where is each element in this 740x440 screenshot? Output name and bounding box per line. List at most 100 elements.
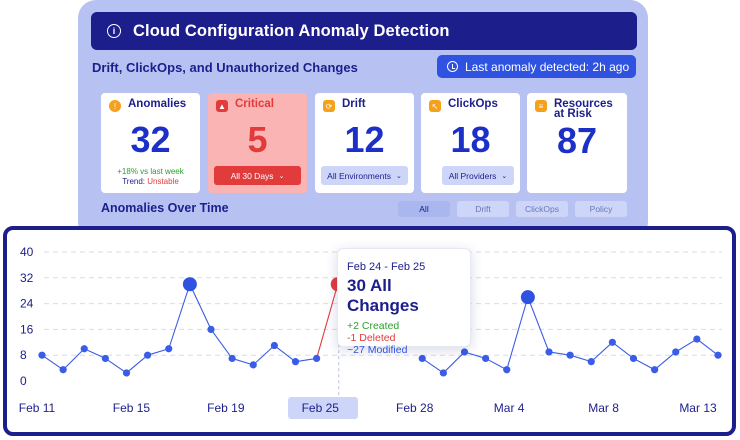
data-point bbox=[101, 354, 109, 363]
filter-all[interactable]: All bbox=[398, 201, 450, 217]
y-tick-label: 16 bbox=[20, 322, 34, 336]
cursor-icon: ↖ bbox=[429, 100, 441, 112]
highlight-point bbox=[182, 277, 197, 292]
environment-dropdown[interactable]: All Environments ⌄ bbox=[321, 166, 408, 185]
series-segment bbox=[464, 351, 486, 359]
data-point bbox=[460, 348, 469, 356]
data-point bbox=[228, 354, 236, 363]
warning-triangle-icon: ▲ bbox=[216, 100, 228, 112]
provider-dropdown[interactable]: All Providers ⌄ bbox=[442, 166, 514, 185]
database-icon: ≡ bbox=[535, 100, 547, 112]
chevron-down-icon: ⌄ bbox=[501, 172, 508, 180]
data-point bbox=[418, 354, 426, 363]
data-point bbox=[249, 361, 257, 369]
section-title: Anomalies Over Time bbox=[101, 201, 229, 215]
page-title: Cloud Configuration Anomaly Detection bbox=[133, 21, 450, 40]
series-segment bbox=[506, 296, 529, 370]
card-value: 18 bbox=[450, 119, 491, 160]
data-point bbox=[629, 354, 638, 363]
tooltip-modified: ~27 Modified bbox=[347, 344, 408, 356]
filter-policy[interactable]: Policy bbox=[575, 201, 627, 217]
trend-change: +18% vs last week bbox=[117, 167, 184, 176]
series-segment bbox=[62, 348, 85, 371]
trend-info: +18% vs last week Trend: Unstable bbox=[101, 167, 200, 187]
period-dropdown[interactable]: All 30 Days ⌄ bbox=[214, 166, 301, 185]
series-segment bbox=[675, 338, 698, 353]
chart-tooltip: Feb 24 - Feb 25 30 All Changes +2 Create… bbox=[337, 248, 471, 356]
filter-drift[interactable]: Drift bbox=[457, 201, 509, 217]
series-segment bbox=[252, 345, 275, 366]
filter-clickops[interactable]: ClickOps bbox=[516, 201, 568, 217]
card-drift[interactable]: ⟳ Drift 12 All Environments ⌄ bbox=[315, 93, 414, 193]
series-segment bbox=[696, 338, 719, 356]
refresh-icon: ⟳ bbox=[323, 100, 335, 112]
card-resources-at-risk[interactable]: ≡ Resources at Risk 87 bbox=[527, 93, 627, 193]
card-label-line1: Resources bbox=[554, 98, 613, 110]
x-tick-label: Feb 25 bbox=[302, 401, 340, 415]
card-value: 12 bbox=[344, 119, 385, 160]
dropdown-label: All Environments bbox=[327, 170, 391, 181]
card-anomalies[interactable]: ! Anomalies 32 +18% vs last week Trend: … bbox=[101, 93, 200, 193]
x-tick-label: Mar 13 bbox=[679, 401, 717, 415]
series-segment bbox=[168, 284, 191, 349]
data-point bbox=[80, 345, 88, 353]
tooltip-created: +2 Created bbox=[347, 320, 400, 332]
card-value: 5 bbox=[247, 119, 268, 160]
tooltip-date: Feb 24 - Feb 25 bbox=[347, 261, 426, 273]
series-segment bbox=[274, 345, 296, 363]
series-segment bbox=[527, 296, 550, 353]
y-tick-label: 40 bbox=[20, 245, 34, 259]
data-point bbox=[693, 335, 701, 343]
trend-label: Trend: bbox=[122, 177, 148, 186]
series-segment bbox=[210, 329, 233, 359]
trend-value: Unstable bbox=[147, 177, 179, 186]
series-segment bbox=[189, 284, 212, 330]
data-point bbox=[608, 338, 616, 346]
info-icon[interactable]: i bbox=[107, 24, 121, 38]
series-segment bbox=[654, 351, 677, 371]
card-value: 32 bbox=[130, 119, 171, 160]
series-segment bbox=[612, 341, 634, 359]
data-point bbox=[566, 351, 574, 359]
clock-icon bbox=[447, 61, 458, 72]
data-point bbox=[38, 351, 46, 359]
dropdown-label: All 30 Days bbox=[230, 170, 274, 181]
data-point bbox=[651, 366, 659, 374]
series-segment bbox=[84, 348, 106, 359]
data-point bbox=[672, 348, 680, 356]
last-anomaly-text: Last anomaly detected: 2h ago bbox=[465, 59, 630, 74]
card-critical[interactable]: ▲ Critical 5 All 30 Days ⌄ bbox=[208, 93, 307, 193]
series-segment bbox=[485, 357, 508, 371]
selected-date-highlight[interactable] bbox=[288, 397, 358, 419]
last-anomaly-badge: Last anomaly detected: 2h ago bbox=[437, 55, 636, 78]
data-point bbox=[122, 369, 131, 377]
tooltip-deleted: -1 Deleted bbox=[347, 332, 396, 344]
data-point bbox=[439, 369, 447, 377]
data-point bbox=[503, 366, 511, 374]
card-label: Anomalies bbox=[128, 98, 187, 110]
x-tick-label: Feb 15 bbox=[113, 401, 151, 415]
tooltip-total: 30 All Changes bbox=[347, 276, 419, 315]
dropdown-label: All Providers bbox=[448, 170, 497, 181]
y-tick-label: 8 bbox=[20, 348, 27, 362]
x-tick-label: Mar 4 bbox=[494, 401, 525, 415]
card-label-line2: at Risk bbox=[554, 108, 592, 120]
data-point bbox=[165, 345, 173, 353]
data-point bbox=[207, 325, 215, 333]
card-clickops[interactable]: ↖ ClickOps 18 All Providers ⌄ bbox=[421, 93, 520, 193]
y-tick-label: 0 bbox=[20, 374, 27, 388]
data-point bbox=[313, 354, 321, 363]
y-tick-label: 24 bbox=[20, 297, 34, 311]
series-segment bbox=[316, 284, 339, 359]
series-segment bbox=[105, 357, 127, 374]
series-segment bbox=[442, 351, 465, 374]
x-tick-label: Feb 28 bbox=[396, 401, 434, 415]
alert-circle-icon: ! bbox=[109, 100, 121, 112]
y-tick-label: 32 bbox=[20, 271, 34, 285]
series-segment bbox=[569, 354, 592, 363]
data-point bbox=[59, 366, 67, 374]
data-point bbox=[291, 358, 300, 366]
series-segment bbox=[231, 357, 254, 366]
card-value: 87 bbox=[556, 120, 598, 161]
series-segment bbox=[126, 354, 148, 374]
